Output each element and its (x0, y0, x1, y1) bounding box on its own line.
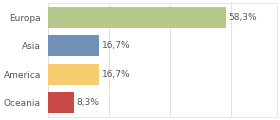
Bar (48, 63, 99, 85)
Text: 16,7%: 16,7% (102, 70, 130, 79)
Text: 8,3%: 8,3% (76, 98, 99, 107)
Bar (48, 7, 226, 28)
Bar (48, 35, 99, 57)
Text: 58,3%: 58,3% (228, 13, 257, 22)
Text: 16,7%: 16,7% (102, 41, 130, 50)
Bar (48, 92, 74, 113)
